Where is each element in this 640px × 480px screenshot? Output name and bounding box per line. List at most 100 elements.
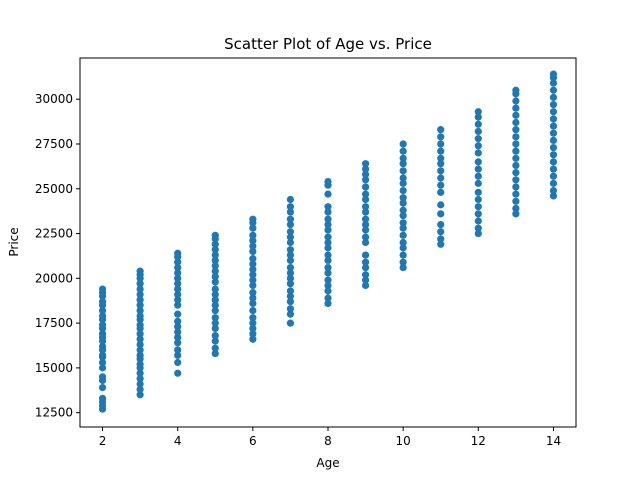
data-point [174,280,182,288]
data-point [98,394,107,402]
data-point [474,149,482,157]
data-point [249,324,257,333]
data-point [136,360,144,368]
data-point [361,165,370,173]
data-point [324,281,332,290]
data-point [512,197,520,205]
data-point [437,240,445,248]
data-point [174,328,182,336]
data-point [249,242,257,250]
data-point [549,86,558,94]
data-point [98,306,107,315]
data-point [399,212,407,220]
data-point [286,246,295,254]
data-point [437,220,445,229]
data-point [361,226,370,234]
data-point [399,263,407,272]
data-point [474,135,482,143]
data-point [512,183,520,191]
data-point [512,97,520,105]
data-point [174,333,182,342]
data-point [98,383,107,392]
data-point [136,341,144,349]
data-point [286,203,295,211]
data-point [286,238,295,247]
data-point [136,351,144,359]
data-point [512,176,520,184]
data-point [549,70,558,78]
data-point [174,317,182,325]
data-point [512,204,520,213]
x-tick-label: 8 [324,434,332,448]
data-point [136,296,144,304]
data-point [549,136,558,144]
data-point [249,289,257,297]
data-point [136,335,144,343]
data-point [174,290,182,299]
data-point [512,161,520,170]
data-point [437,181,445,189]
data-point [437,201,445,209]
data-point [211,240,219,248]
data-point [361,276,370,284]
data-point [174,285,182,293]
data-point [98,298,107,306]
data-point [174,263,182,272]
data-point [399,154,407,162]
data-point [324,244,332,252]
data-point [399,179,407,187]
y-tick-label: 12500 [35,406,73,420]
data-point [174,358,182,367]
x-tick-label: 4 [174,434,182,448]
data-point [512,140,520,148]
data-point [286,215,295,223]
data-point [136,267,144,275]
data-point [249,231,257,239]
x-tick-label: 14 [546,434,561,448]
data-point [399,224,407,232]
data-point [437,174,445,182]
data-point [98,373,107,381]
data-point [474,229,482,238]
data-point [512,86,520,94]
data-point [98,358,107,367]
data-point [549,158,558,166]
data-point [324,269,332,277]
data-point [174,301,182,309]
data-point [324,190,332,198]
data-point [361,271,370,279]
data-point [512,118,520,127]
data-point [211,262,219,270]
data-point [174,323,182,331]
y-tick-label: 15000 [35,361,73,375]
data-point [174,346,182,354]
data-point [249,306,257,315]
data-point [361,220,370,229]
data-point [324,178,332,186]
data-point [474,172,482,180]
data-point [286,310,295,318]
data-point [549,186,558,195]
data-point [286,298,295,306]
data-point [249,330,257,338]
data-point [474,217,482,225]
data-point [512,133,520,141]
data-point [286,269,295,277]
data-point [98,321,107,329]
data-point [437,210,445,218]
data-point [211,231,219,239]
data-point [211,290,219,299]
data-point [437,154,445,162]
data-point [474,224,482,232]
data-point [474,188,482,196]
data-point [399,140,407,148]
data-point [399,199,407,207]
data-point [211,306,219,315]
data-point [249,224,257,232]
data-point [174,249,182,257]
data-point [324,203,332,211]
data-point [174,369,182,377]
data-point [211,278,219,286]
data-point [361,208,370,216]
